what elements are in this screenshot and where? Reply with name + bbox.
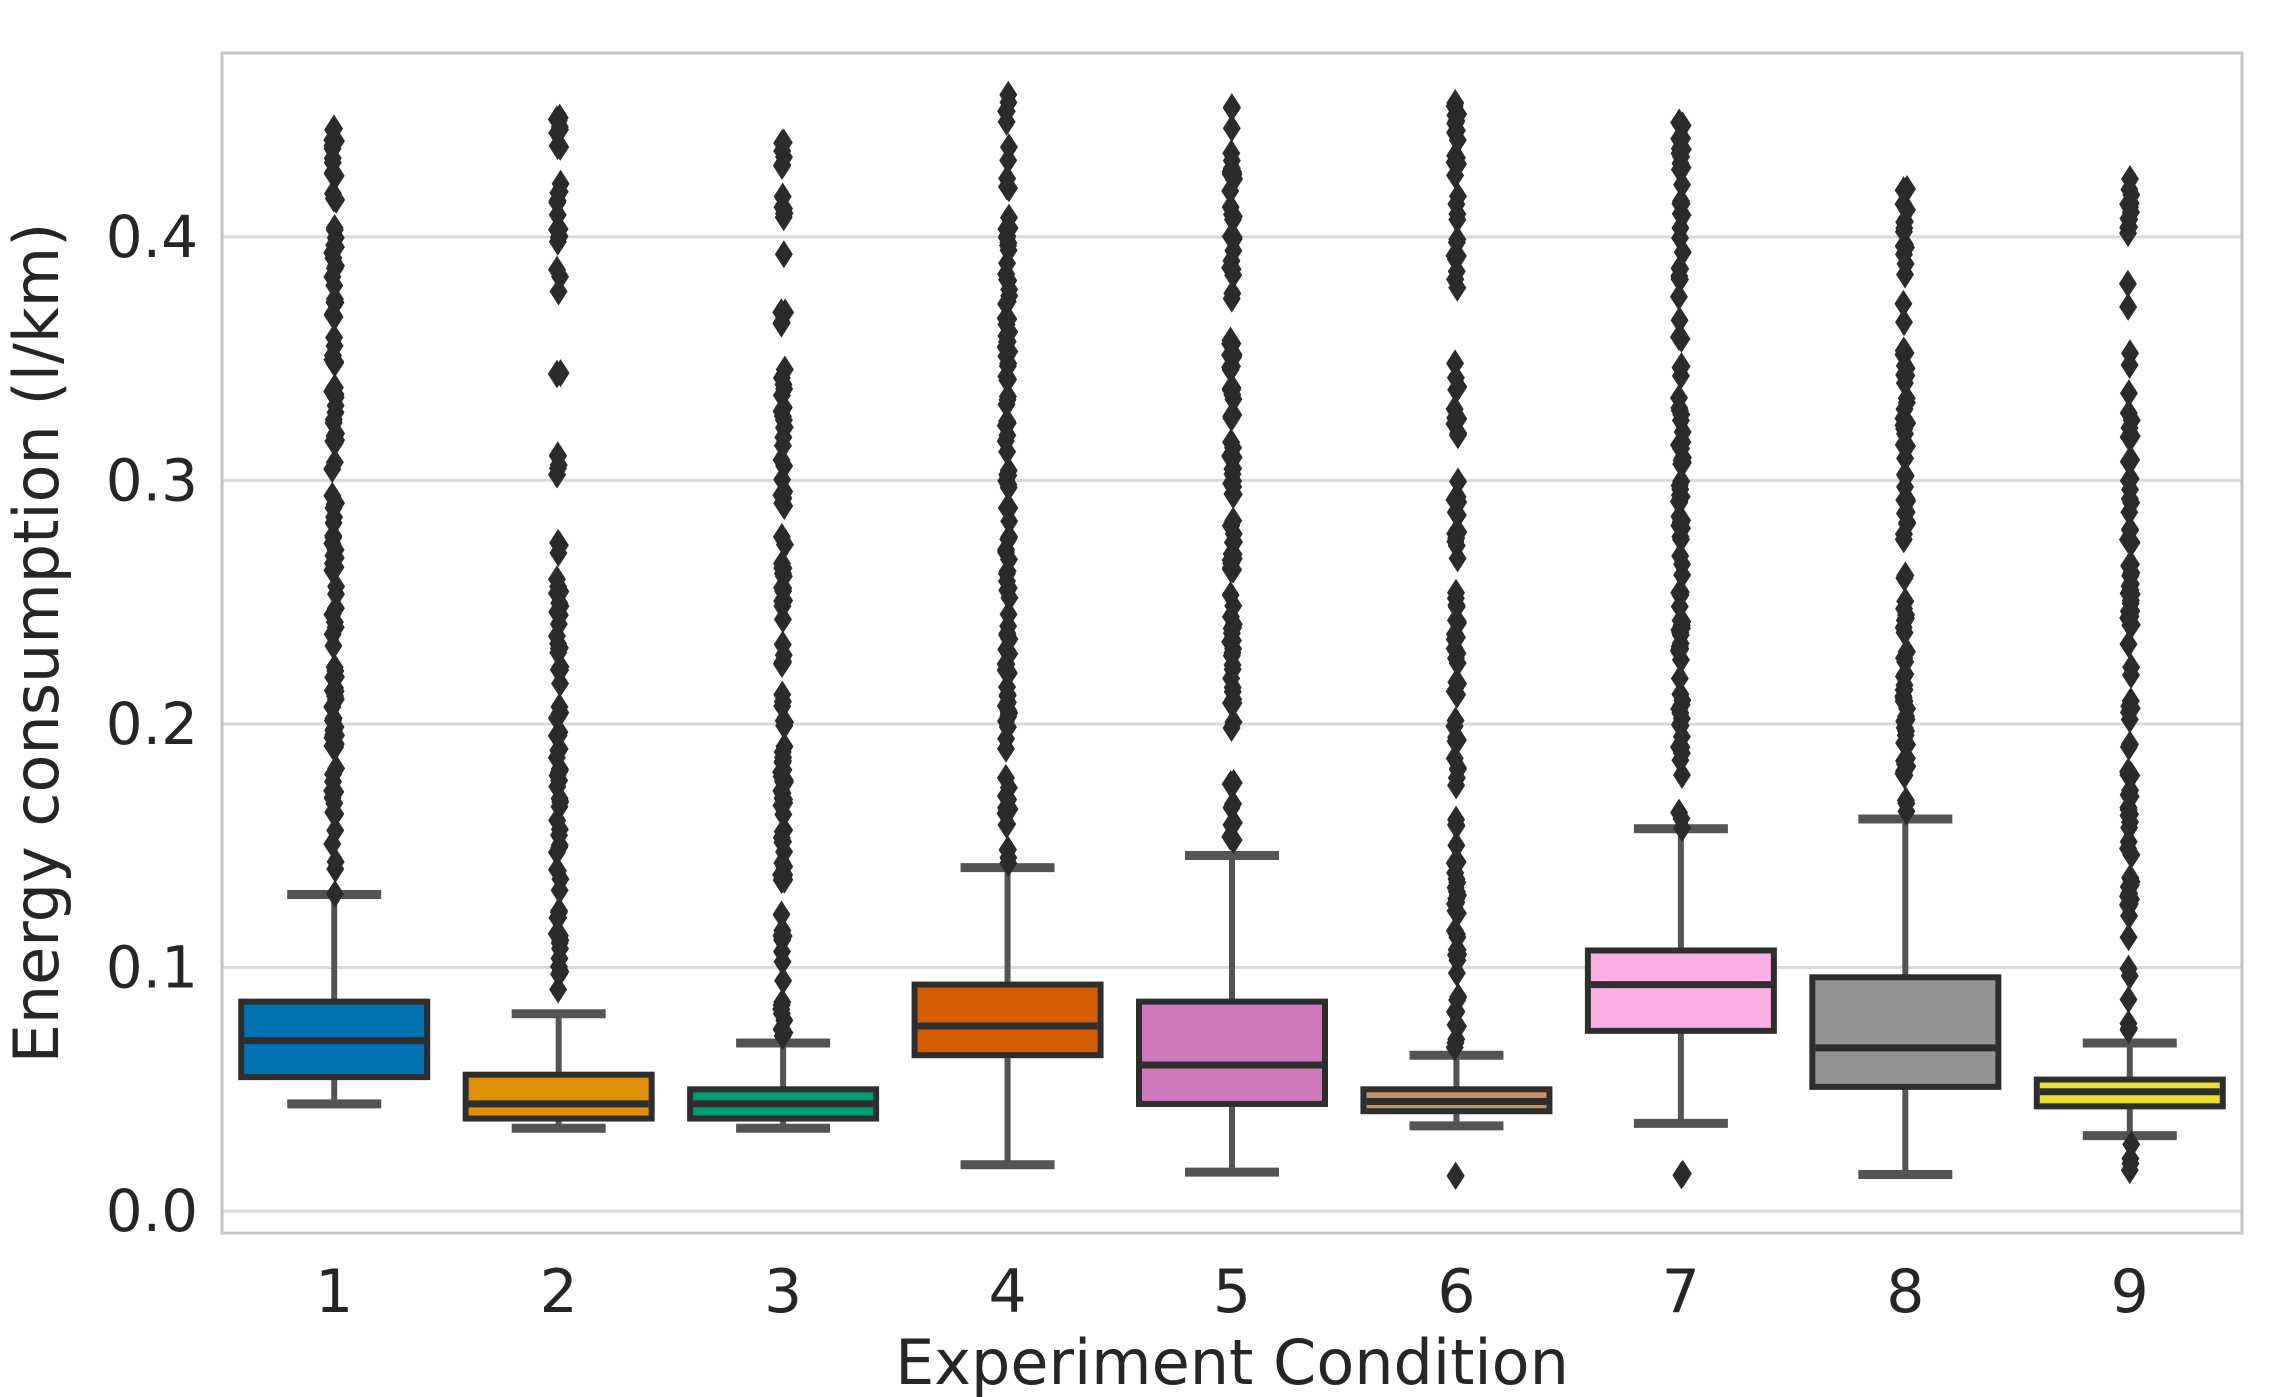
box-rect (911, 981, 1104, 1059)
box-rect (1136, 998, 1328, 1107)
box-group-7 (1584, 824, 1777, 1128)
outlier-point (774, 240, 793, 269)
outlier-point (1447, 810, 1466, 839)
outlier-point (1669, 282, 1688, 311)
outliers-condition-3 (772, 128, 795, 1051)
outliers-condition-6 (1445, 89, 1468, 1190)
box-group-9 (2033, 1038, 2226, 1141)
box-group-1 (238, 889, 431, 1109)
x-tick-label: 7 (1662, 1257, 1700, 1327)
x-tick-label: 5 (1213, 1257, 1251, 1327)
x-tick-label: 1 (315, 1257, 353, 1327)
x-axis-label: Experiment Condition (895, 1326, 1569, 1397)
box-rect (1809, 974, 2002, 1090)
box-group-5 (1136, 850, 1328, 1177)
x-tick-label: 6 (1437, 1257, 1475, 1327)
outliers-condition-1 (323, 114, 346, 908)
x-tick-label: 4 (988, 1257, 1026, 1327)
tick-labels-layer: 0.0 0.1 0.2 0.3 0.4 1 2 3 4 5 6 7 8 9 (106, 203, 2149, 1327)
box-group-6 (1360, 1050, 1553, 1131)
outlier-point (772, 900, 791, 929)
plot-border (220, 51, 2244, 1235)
x-tick-label: 3 (764, 1257, 802, 1327)
y-tick-label: 0.2 (106, 690, 198, 758)
y-axis-label: Energy consumption (l/km) (0, 223, 73, 1064)
outliers-condition-9 (2118, 165, 2141, 1185)
outliers-condition-5 (1221, 93, 1243, 855)
outlier-point (1446, 1161, 1465, 1190)
y-tick-label: 0.1 (106, 934, 198, 1002)
outlier-point (325, 879, 344, 908)
x-tick-label: 2 (540, 1257, 578, 1327)
outlier-point (1894, 289, 1913, 318)
outlier-point (1222, 114, 1241, 143)
x-tick-label: 8 (1886, 1257, 1924, 1327)
outlier-point (1896, 561, 1915, 590)
box-group-8 (1809, 814, 2002, 1180)
y-tick-label: 0.0 (106, 1177, 198, 1245)
outlier-point (1673, 1159, 1692, 1188)
outlier-point (1448, 205, 1467, 234)
box-group-2 (462, 1009, 655, 1133)
outlier-point (2120, 730, 2139, 759)
outlier-point (2118, 269, 2137, 298)
y-tick-label: 0.4 (106, 203, 198, 271)
outlier-point (774, 966, 793, 995)
outlier-point (2119, 985, 2138, 1014)
outliers-condition-2 (547, 103, 570, 1004)
outlier-point (1670, 664, 1689, 693)
outlier-point (2119, 379, 2138, 408)
outliers-condition-8 (1894, 174, 1917, 826)
box-group-3 (687, 1038, 880, 1133)
x-tick-label: 9 (2111, 1257, 2149, 1327)
box-rect (462, 1071, 655, 1122)
y-tick-label: 0.3 (106, 446, 198, 514)
box-group-4 (911, 863, 1104, 1170)
box-rect (1584, 947, 1777, 1034)
boxes-layer (238, 814, 2226, 1180)
